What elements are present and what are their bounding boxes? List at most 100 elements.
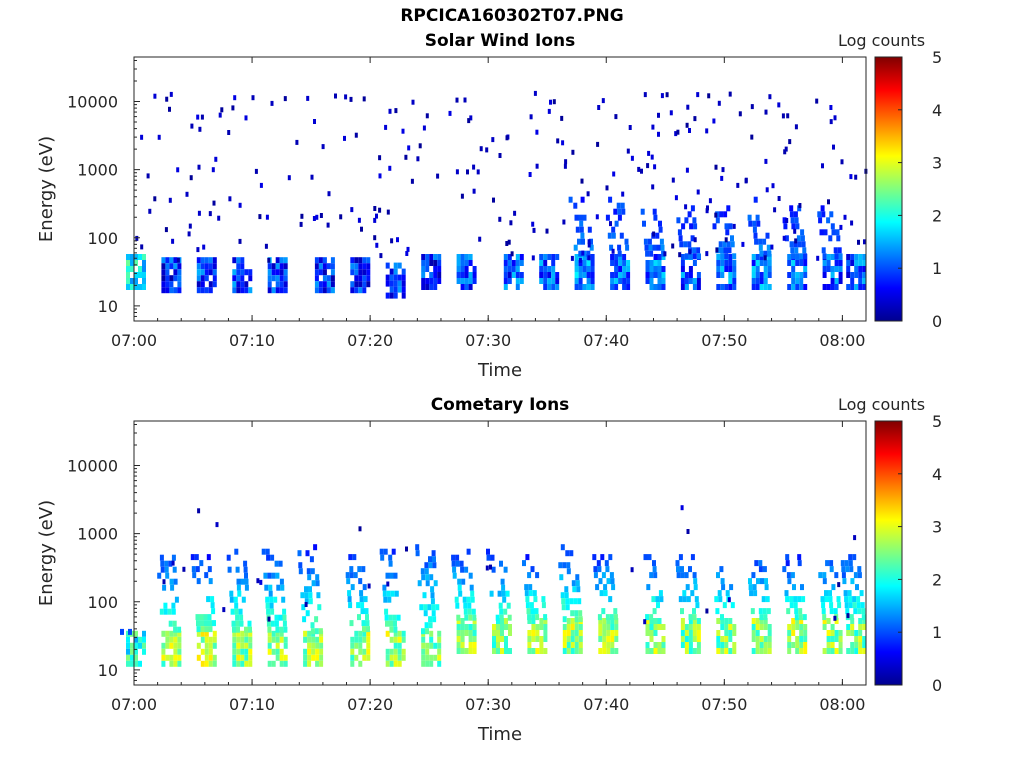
panel1-cell [503,266,508,272]
panel2-cell [349,572,354,579]
panel1-cell [767,284,772,290]
panel2-cell [572,586,577,593]
panel2-cell [692,572,697,579]
panel2-cell [822,624,827,630]
panel1-speckle [295,139,299,145]
panel1-cell [692,278,697,284]
panel1-speckle [251,95,255,101]
panel2-cell [230,608,235,615]
panel1-cell [732,260,737,266]
panel1-speckle [738,111,742,117]
panel1-cell [680,260,685,266]
panel1-cell [838,266,843,272]
panel1-cell [358,281,363,288]
panel1-speckle [513,210,517,216]
panel1-cell [236,269,241,276]
panel1-speckle [535,163,539,169]
panel2-cell [235,566,240,573]
panel2-cell [194,554,199,561]
panel2-cell [797,560,802,567]
panel2-cell [600,554,605,561]
panel1-speckle [187,231,191,237]
panel1-cell [173,257,178,264]
panel1-cell [826,284,831,290]
panel2-cell [798,608,803,615]
panel1-cell [799,272,804,278]
panel1-cell [618,278,623,284]
panel2-cell [508,630,512,636]
panel1-cell [837,247,842,254]
panel1-cell [134,284,138,290]
panel1-cell [275,275,280,282]
panel1-cell [267,281,272,288]
panel1-cell [653,272,658,278]
panel1-speckle [665,92,669,98]
panel2-cell [829,566,834,573]
panel2-cell [315,660,320,667]
panel2-cell [787,636,792,642]
panel2-cell [829,560,834,567]
panel1-cell [232,287,237,294]
panel2-cell [755,642,760,648]
panel2-cell [161,660,166,667]
panel1-cell [799,253,804,260]
panel1-cell [791,260,796,266]
panel2-cell [389,636,394,643]
panel2-cell [164,566,169,573]
panel2-cell [460,648,465,654]
panel1-cell [208,287,213,294]
panel2-cell [752,584,757,591]
panel1-cell [271,275,276,282]
panel2-cell [271,648,276,655]
panel1-cell [314,281,319,288]
panel2-cell [437,648,442,655]
panel1-speckle [609,221,612,227]
panel2-cell [244,626,248,633]
panel1-cell [614,266,619,272]
panel2-cell [460,618,465,624]
panel2-cell [534,608,539,615]
panel2-burst [120,628,146,667]
panel1-cell [472,266,477,272]
panel2-cell [428,562,433,569]
panel2-cell [244,630,249,637]
panel1-cell [283,263,288,270]
panel1-cell [330,287,335,294]
panel2-cell [716,618,721,624]
panel1-cell [283,275,288,282]
panel2-cell [649,624,654,630]
panel1-cell [826,217,831,224]
panel1-cell [177,263,182,270]
panel2-cell [472,636,477,642]
panel1-speckle [560,115,564,121]
panel1-cell [358,263,363,270]
panel2-cell [838,630,843,636]
panel1-cell [350,257,355,264]
panel2-cell [598,648,603,654]
panel1-speckle [233,95,237,101]
panel2-cell [680,630,685,636]
panel2-cell [754,560,759,567]
panel1-speckle [188,223,192,229]
panel1-cell [354,275,359,282]
panel2-cell [463,602,468,609]
panel2-cell [852,596,857,603]
panel2-cell [464,630,469,636]
panel1-speckle [196,247,200,253]
panel1-speckle [176,257,180,263]
panel2-cell [486,548,490,555]
panel2-speckle [171,560,175,566]
panel1-cell [547,266,552,272]
panel2-cell [564,592,569,599]
panel2-cell [492,636,496,642]
panel1-cell [791,253,796,260]
panel1-cell [755,214,760,221]
panel1-cell [712,223,717,230]
panel1-cell [787,260,792,266]
panel2-cell [279,654,284,661]
panel1-cell [275,281,280,288]
panel2-cell [764,584,769,591]
panel1-speckle [532,227,536,233]
panel1-speckle [406,246,410,252]
panel2-cell [169,660,174,667]
